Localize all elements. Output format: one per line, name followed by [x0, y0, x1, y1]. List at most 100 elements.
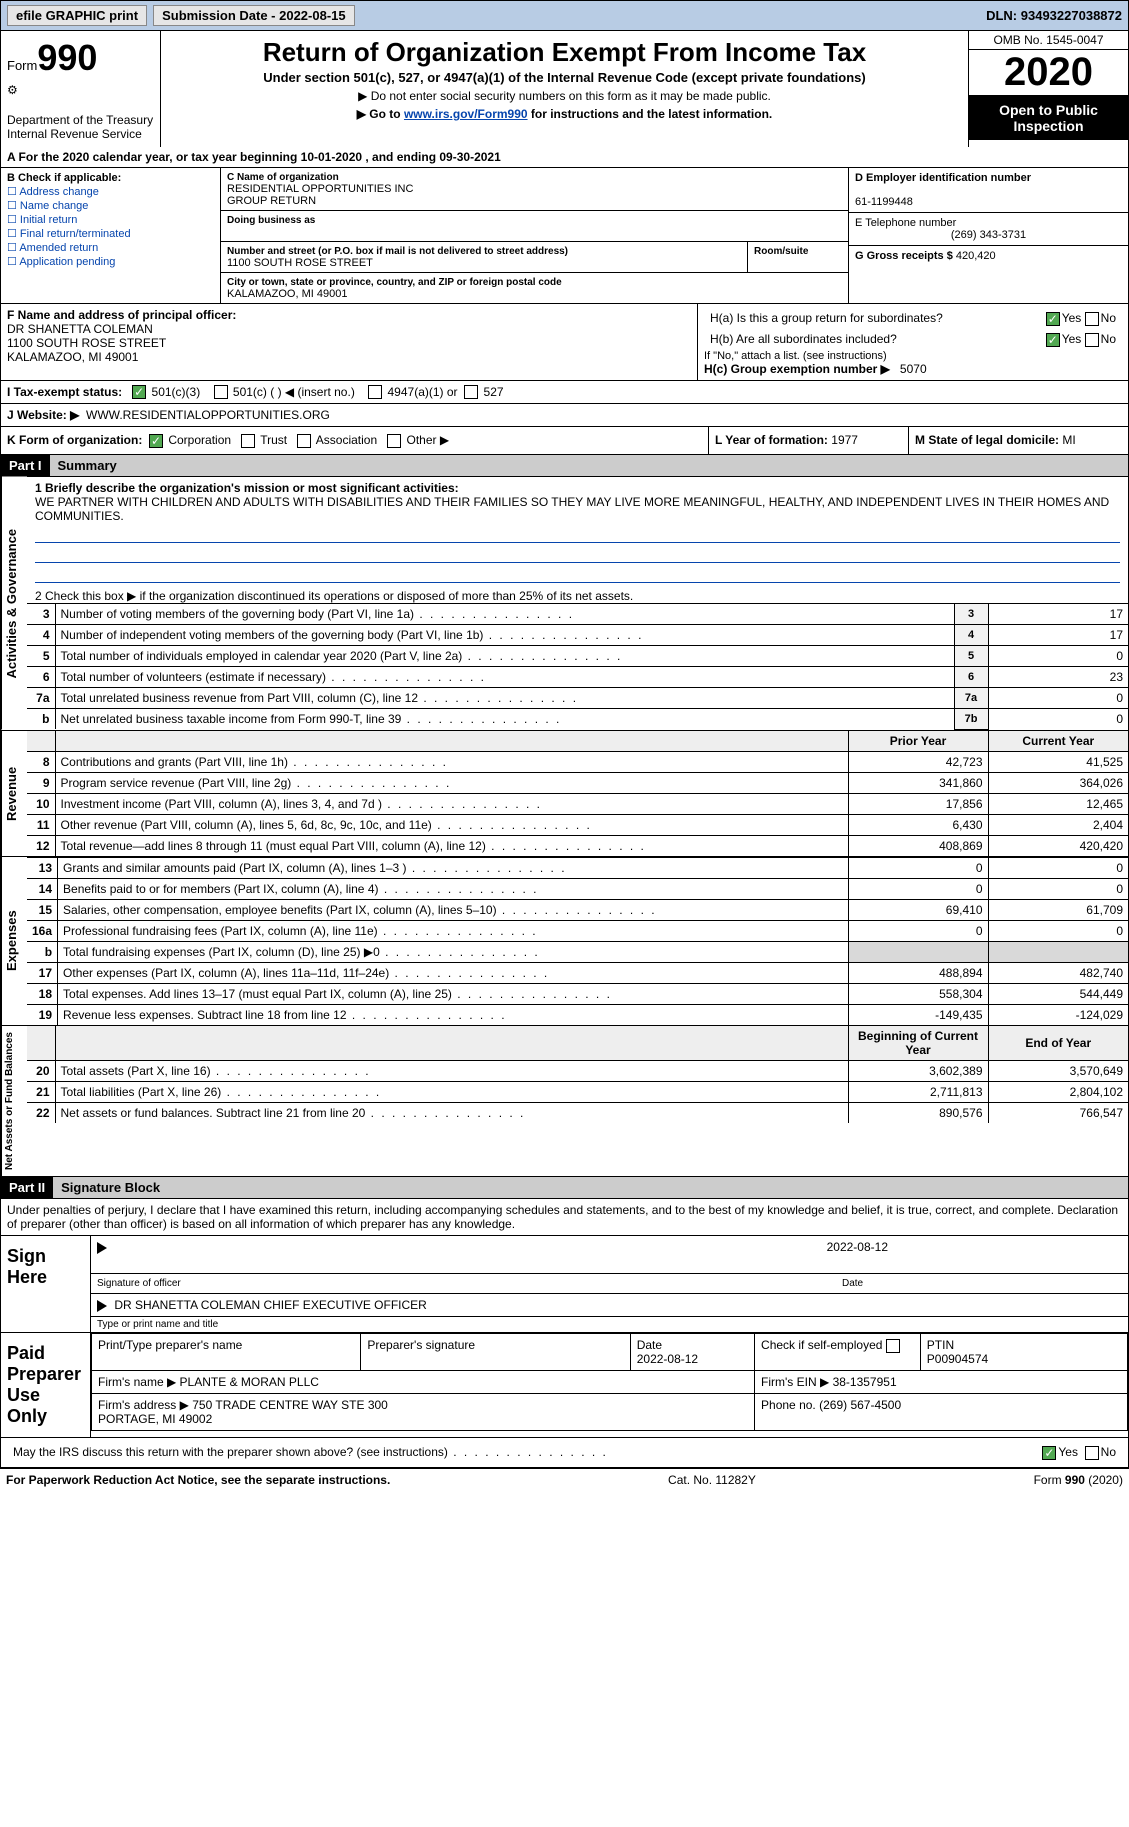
- i-527-check[interactable]: [464, 385, 478, 399]
- box-l: L Year of formation: 1977: [708, 427, 908, 454]
- officer-label: F Name and address of principal officer:: [7, 308, 236, 322]
- ein-label: D Employer identification number: [855, 172, 1031, 184]
- self-employed-check[interactable]: [886, 1339, 900, 1353]
- i-501c3-check[interactable]: [132, 385, 146, 399]
- box-c: C Name of organization RESIDENTIAL OPPOR…: [221, 168, 848, 303]
- form-org-label: K Form of organization:: [7, 433, 142, 447]
- page-footer: For Paperwork Reduction Act Notice, see …: [0, 1468, 1129, 1491]
- k-opt-0: Corporation: [168, 433, 231, 447]
- table-row: 5Total number of individuals employed in…: [27, 646, 1128, 667]
- irs-link[interactable]: www.irs.gov/Form990: [404, 107, 528, 121]
- table-row: 20Total assets (Part X, line 16)3,602,38…: [27, 1060, 1128, 1081]
- section-fh: F Name and address of principal officer:…: [0, 304, 1129, 381]
- prep-date: 2022-08-12: [637, 1352, 698, 1366]
- box-h: H(a) Is this a group return for subordin…: [698, 304, 1128, 380]
- vtab-governance: Activities & Governance: [1, 477, 27, 730]
- form-number: 990: [37, 37, 97, 78]
- k-other-check[interactable]: [387, 434, 401, 448]
- discuss-no: No: [1101, 1445, 1116, 1459]
- h-a-label: H(a) Is this a group return for subordin…: [704, 308, 1040, 329]
- governance-block: Activities & Governance 1 Briefly descri…: [0, 477, 1129, 731]
- chk-final-return[interactable]: ☐ Final return/terminated: [7, 227, 214, 240]
- hb-no-check[interactable]: [1085, 333, 1099, 347]
- table-row: 22Net assets or fund balances. Subtract …: [27, 1102, 1128, 1123]
- tax-year-line: A For the 2020 calendar year, or tax yea…: [0, 147, 1129, 168]
- ha-no-check[interactable]: [1085, 312, 1099, 326]
- firm-addr-label: Firm's address ▶: [98, 1398, 189, 1412]
- part1-title: Summary: [50, 455, 1128, 476]
- line-2-text: 2 Check this box ▶ if the organization d…: [35, 589, 633, 603]
- k-corp-check[interactable]: [149, 434, 163, 448]
- submission-date-button[interactable]: Submission Date - 2022-08-15: [153, 5, 355, 26]
- part2-hdr: Part II: [1, 1177, 53, 1198]
- netassets-block: Net Assets or Fund Balances Beginning of…: [0, 1026, 1129, 1177]
- prep-col-4: PTIN: [927, 1338, 954, 1352]
- org-name: RESIDENTIAL OPPORTUNITIES INC GROUP RETU…: [227, 183, 413, 207]
- hb-yes: Yes: [1062, 332, 1082, 346]
- table-row: 4Number of independent voting members of…: [27, 625, 1128, 646]
- hb-no: No: [1101, 332, 1116, 346]
- year-formation-label: L Year of formation:: [715, 433, 828, 447]
- table-row: bTotal fundraising expenses (Part IX, co…: [27, 941, 1128, 962]
- hb-yes-check[interactable]: [1046, 333, 1060, 347]
- chk-name-change[interactable]: ☐ Name change: [7, 199, 214, 212]
- discuss-no-check[interactable]: [1085, 1446, 1099, 1460]
- h-b-label: H(b) Are all subordinates included?: [704, 329, 1040, 350]
- box-b: B Check if applicable: ☐ Address change …: [1, 168, 221, 303]
- form-header: Form990 ⚙ Department of the Treasury Int…: [0, 31, 1129, 147]
- ptin-value: P00904574: [927, 1352, 988, 1366]
- i-501c-check[interactable]: [214, 385, 228, 399]
- i-opt-1: 501(c) ( ) ◀ (insert no.): [233, 385, 355, 399]
- col-eoy: End of Year: [988, 1026, 1128, 1061]
- footer-left: For Paperwork Reduction Act Notice, see …: [6, 1473, 390, 1487]
- part2-title: Signature Block: [53, 1177, 1128, 1198]
- form-note-2: ▶ Go to www.irs.gov/Form990 for instruct…: [169, 107, 960, 121]
- efile-button[interactable]: efile GRAPHIC print: [7, 5, 147, 26]
- i-4947-check[interactable]: [368, 385, 382, 399]
- exp-table: 13Grants and similar amounts paid (Part …: [27, 857, 1128, 1025]
- phone-value: (269) 343-3731: [855, 229, 1122, 241]
- table-row: 17Other expenses (Part IX, column (A), l…: [27, 962, 1128, 983]
- table-row: 3Number of voting members of the governi…: [27, 604, 1128, 625]
- ha-yes-check[interactable]: [1046, 312, 1060, 326]
- ein-value: 61-1199448: [855, 196, 913, 208]
- box-f: F Name and address of principal officer:…: [1, 304, 698, 380]
- section-klm: K Form of organization: Corporation Trus…: [0, 427, 1129, 455]
- footer-mid: Cat. No. 11282Y: [668, 1473, 756, 1487]
- sig-date-label: Date: [842, 1278, 1122, 1289]
- box-j: J Website: ▶ WWW.RESIDENTIALOPPORTUNITIE…: [1, 404, 1128, 426]
- part1-bar: Part I Summary: [0, 455, 1129, 477]
- k-assoc-check[interactable]: [297, 434, 311, 448]
- part2-bar: Part II Signature Block: [0, 1177, 1129, 1199]
- street-value: 1100 SOUTH ROSE STREET: [227, 257, 373, 269]
- preparer-table: Print/Type preparer's name Preparer's si…: [91, 1333, 1128, 1431]
- table-row: 21Total liabilities (Part X, line 26)2,7…: [27, 1081, 1128, 1102]
- k-trust-check[interactable]: [241, 434, 255, 448]
- chk-address-change[interactable]: ☐ Address change: [7, 185, 214, 198]
- h-c-value: 5070: [900, 362, 927, 376]
- table-row: 18Total expenses. Add lines 13–17 (must …: [27, 983, 1128, 1004]
- submission-date: 2022-08-15: [279, 8, 346, 23]
- note2-pre: ▶ Go to: [357, 107, 404, 121]
- chk-amended-return[interactable]: ☐ Amended return: [7, 241, 214, 254]
- street-label: Number and street (or P.O. box if mail i…: [227, 246, 568, 257]
- chk-application-pending[interactable]: ☐ Application pending: [7, 255, 214, 268]
- box-b-heading: B Check if applicable:: [7, 172, 121, 184]
- table-row: 15Salaries, other compensation, employee…: [27, 899, 1128, 920]
- paid-preparer-block: Paid Preparer Use Only Print/Type prepar…: [0, 1333, 1129, 1438]
- expenses-block: Expenses 13Grants and similar amounts pa…: [0, 857, 1129, 1026]
- k-opt-1: Trust: [260, 433, 287, 447]
- ha-no: No: [1101, 311, 1116, 325]
- domicile-label: M State of legal domicile:: [915, 433, 1059, 447]
- paid-preparer-label: Paid Preparer Use Only: [1, 1333, 91, 1437]
- table-row: bNet unrelated business taxable income f…: [27, 709, 1128, 730]
- mission-label: 1 Briefly describe the organization's mi…: [35, 481, 459, 495]
- ha-yes: Yes: [1062, 311, 1082, 325]
- firm-phone: (269) 567-4500: [819, 1398, 901, 1412]
- declaration: Under penalties of perjury, I declare th…: [0, 1199, 1129, 1236]
- chk-initial-return[interactable]: ☐ Initial return: [7, 213, 214, 226]
- box-i: I Tax-exempt status: 501(c)(3) 501(c) ( …: [1, 381, 1128, 405]
- mission-area: 1 Briefly describe the organization's mi…: [27, 477, 1128, 583]
- type-name-label: Type or print name and title: [91, 1317, 1128, 1332]
- discuss-yes-check[interactable]: [1042, 1446, 1056, 1460]
